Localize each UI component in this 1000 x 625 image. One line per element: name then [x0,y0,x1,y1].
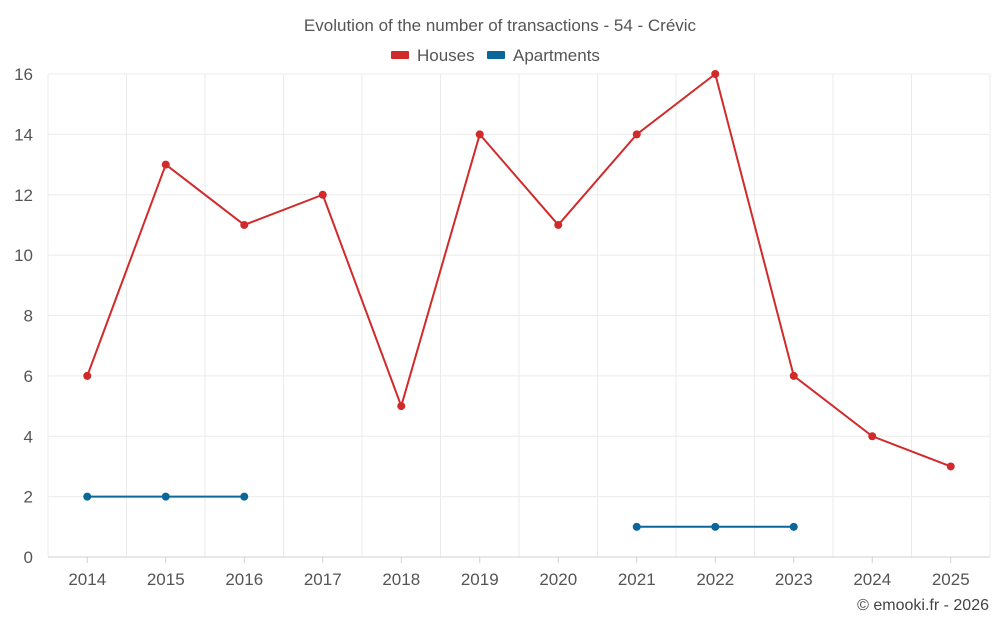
x-tick-label: 2018 [382,570,420,589]
series-layer [83,70,955,531]
legend-swatch-apartments [487,51,505,59]
x-tick-label: 2021 [618,570,656,589]
axes: 0 2 4 6 8 10 12 14 16 2014 2015 2016 2017 2018 2019 202… [14,65,990,589]
legend-label-apartments: Apartments [513,46,600,65]
houses-point [946,462,955,471]
legend-label-houses: Houses [417,46,475,65]
x-tick-label: 2017 [304,570,342,589]
houses-point [161,160,170,169]
houses-point [475,130,484,139]
x-tick-label: 2022 [696,570,734,589]
y-tick-label: 12 [14,186,33,205]
houses-point [240,220,249,229]
series-apartments [83,492,798,531]
y-tick-label: 16 [14,65,33,84]
x-tick-label: 2015 [147,570,185,589]
y-tick-label: 14 [14,125,33,144]
apartments-point [711,522,720,531]
y-tick-label: 4 [24,427,33,446]
houses-point [83,371,92,380]
houses-point [868,432,877,441]
legend-item-apartments[interactable]: Apartments [487,46,600,65]
y-tick-label: 6 [24,367,33,386]
apartments-point [240,492,249,501]
series-houses [83,70,955,471]
houses-point [397,402,406,411]
grid [47,73,991,557]
credit-text: © emooki.fr - 2026 [857,597,989,614]
legend: Houses Apartments [391,46,600,65]
houses-point [554,220,563,229]
houses-point [318,190,327,199]
x-tick-label: 2025 [932,570,970,589]
x-tick-label: 2016 [225,570,263,589]
x-tick-label: 2019 [461,570,499,589]
apartments-point [789,522,798,531]
y-tick-label: 10 [14,246,33,265]
legend-swatch-houses [391,51,409,59]
houses-line [86,73,952,468]
chart-title: Evolution of the number of transactions … [304,16,697,35]
y-tick-label: 2 [24,488,33,507]
apartments-point [161,492,170,501]
x-tick-label: 2023 [775,570,813,589]
apartments-point [83,492,92,501]
legend-item-houses[interactable]: Houses [391,46,475,65]
apartments-point [632,522,641,531]
houses-point [632,130,641,139]
x-tick-label: 2014 [68,570,106,589]
y-tick-label: 8 [24,307,33,326]
houses-point [711,70,720,78]
x-tick-label: 2024 [853,570,891,589]
houses-point [789,371,798,380]
y-tick-label: 0 [24,548,33,567]
x-tick-label: 2020 [539,570,577,589]
